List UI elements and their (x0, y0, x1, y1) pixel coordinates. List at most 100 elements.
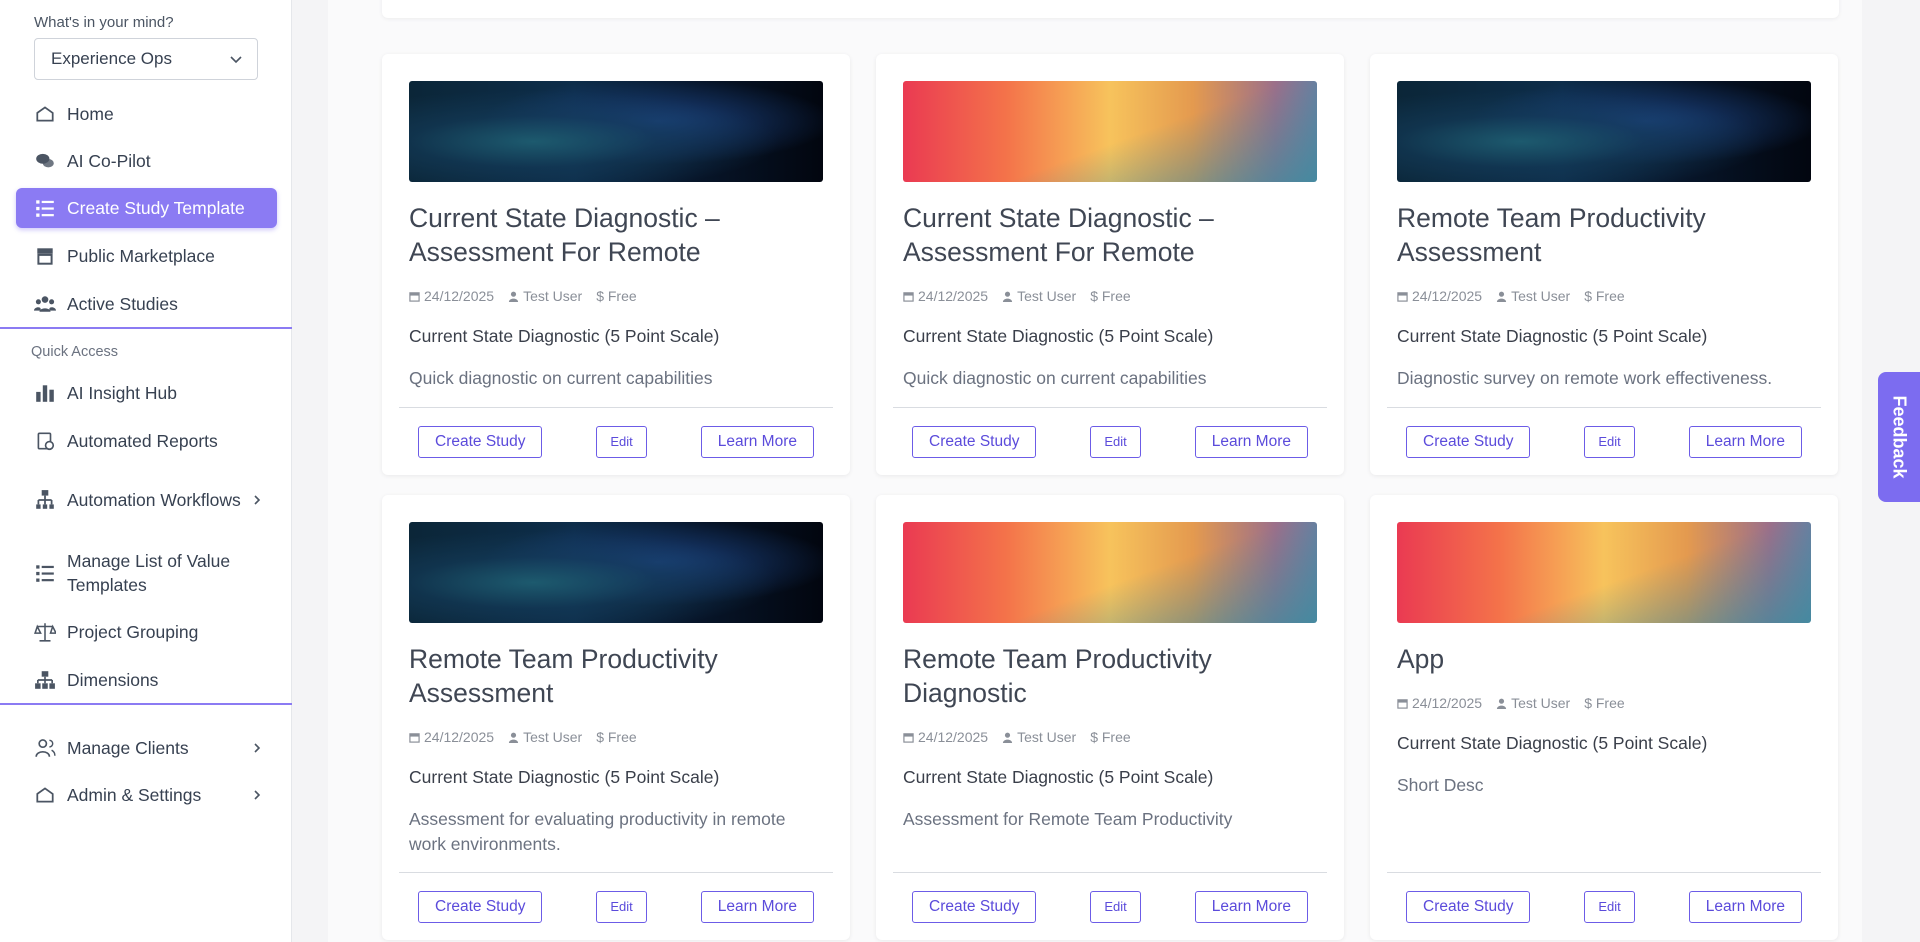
nav-label: Project Grouping (67, 622, 199, 642)
nav-icon (34, 623, 56, 642)
card-description: Assessment for Remote Team Productivity (903, 809, 1233, 829)
workspace-select[interactable]: Experience Ops (34, 38, 258, 80)
section-label: Quick Access (31, 344, 119, 360)
meta-price: $ Free (1090, 728, 1130, 746)
nav-item[interactable]: Dimensions (16, 660, 277, 700)
meta-price: $ Free (1584, 694, 1624, 712)
nav-icon (36, 106, 54, 122)
action-button[interactable]: Edit (1090, 426, 1141, 458)
meta-date: 24/12/2025 (409, 728, 494, 746)
nav-item[interactable]: AI Co-Pilot (16, 141, 277, 181)
meta-price: $ Free (596, 728, 636, 746)
card-title[interactable]: App (1397, 644, 1445, 674)
nav-icon (37, 432, 55, 451)
card-description: Diagnostic survey on remote work effecti… (1397, 368, 1773, 388)
nav-item[interactable]: Project Grouping (16, 612, 277, 652)
action-button[interactable]: Learn More (700, 891, 814, 923)
card-image (1397, 81, 1811, 182)
action-button[interactable]: Learn More (1194, 891, 1308, 923)
template-card: Current State Diagnostic – Assessment Fo… (876, 54, 1344, 475)
card-description: Short Desc (1397, 775, 1484, 795)
meta-price: $ Free (596, 287, 636, 305)
card-description: Quick diagnostic on current capabilities (409, 368, 713, 388)
card-divider (399, 872, 833, 873)
meta-icon (1002, 732, 1013, 743)
nav-item[interactable]: Create Study Template (16, 188, 277, 228)
action-button[interactable]: Create Study (1406, 891, 1531, 923)
nav-label: AI Co-Pilot (67, 151, 151, 171)
nav-label: Manage List of Value Templates (67, 551, 231, 595)
action-button[interactable]: Learn More (1194, 426, 1308, 458)
meta-icon (508, 732, 519, 743)
action-button[interactable]: Create Study (912, 426, 1037, 458)
action-button[interactable]: Create Study (418, 891, 543, 923)
nav-label: Manage Clients (67, 738, 189, 758)
meta-icon (508, 291, 519, 302)
card-image (409, 81, 823, 182)
card-description: Assessment for evaluating productivity i… (409, 809, 786, 854)
meta-text: $ Free (1584, 695, 1625, 711)
action-button[interactable]: Edit (1584, 426, 1635, 458)
card-meta: 24/12/2025 Test User $ Free (1397, 694, 1811, 712)
card-title[interactable]: Remote Team Productivity Assessment (409, 644, 718, 708)
action-button[interactable]: Edit (1584, 891, 1635, 923)
card-actions: Create Study Edit Learn More (1406, 426, 1802, 458)
action-button[interactable]: Edit (596, 891, 647, 923)
nav-item[interactable]: AI Insight Hub (16, 373, 277, 413)
card-actions: Create Study Edit Learn More (912, 891, 1308, 923)
nav-item[interactable]: Manage List of Value Templates (16, 541, 277, 605)
meta-text: $ Free (1090, 729, 1131, 745)
chevron (254, 790, 261, 800)
card-title[interactable]: Current State Diagnostic – Assessment Fo… (903, 203, 1214, 267)
nav-item[interactable]: Admin & Settings (16, 775, 277, 815)
card-actions: Create Study Edit Learn More (912, 426, 1308, 458)
nav-icon (35, 739, 56, 757)
nav-item[interactable]: Home (16, 94, 277, 134)
meta-text: Test User (1017, 729, 1077, 745)
action-button[interactable]: Edit (596, 426, 647, 458)
feedback-tab[interactable]: Feedback (1878, 372, 1920, 502)
meta-author: Test User (1496, 287, 1570, 305)
nav-item[interactable]: Automation Workflows (16, 480, 277, 520)
meta-text: 24/12/2025 (918, 288, 989, 304)
meta-author: Test User (1002, 287, 1076, 305)
meta-text: $ Free (596, 729, 637, 745)
card-image (1397, 522, 1811, 623)
card-title[interactable]: Remote Team Productivity Diagnostic (903, 644, 1212, 708)
nav-item[interactable]: Active Studies (16, 284, 277, 324)
meta-text: 24/12/2025 (1412, 288, 1483, 304)
feedback-label: Feedback (1889, 395, 1910, 479)
nav-item[interactable]: Public Marketplace (16, 236, 277, 276)
meta-text: Test User (1511, 288, 1571, 304)
action-button[interactable]: Create Study (418, 426, 543, 458)
meta-date: 24/12/2025 (903, 287, 988, 305)
action-button[interactable]: Learn More (1688, 891, 1802, 923)
meta-price: $ Free (1090, 287, 1130, 305)
meta-text: Test User (523, 288, 583, 304)
card-scale: Current State Diagnostic (5 Point Scale) (903, 326, 1214, 346)
action-button[interactable]: Learn More (1688, 426, 1802, 458)
card-scale: Current State Diagnostic (5 Point Scale) (409, 326, 720, 346)
action-button[interactable]: Create Study (912, 891, 1037, 923)
nav-label: Automated Reports (67, 431, 218, 451)
nav-icon (34, 296, 56, 312)
meta-icon (903, 291, 914, 302)
template-grid: Current State Diagnostic – Assessment Fo… (382, 54, 1839, 940)
card-actions: Create Study Edit Learn More (418, 891, 814, 923)
meta-icon (1397, 698, 1408, 709)
template-card: Remote Team Productivity Assessment 24/12… (1370, 54, 1838, 475)
nav-item[interactable]: Automated Reports (16, 421, 277, 461)
card-title[interactable]: Remote Team Productivity Assessment (1397, 203, 1706, 267)
card-scale: Current State Diagnostic (5 Point Scale) (1397, 733, 1708, 753)
card-scale: Current State Diagnostic (5 Point Scale) (409, 767, 720, 787)
action-button[interactable]: Learn More (700, 426, 814, 458)
template-card: Current State Diagnostic – Assessment Fo… (382, 54, 850, 475)
card-title[interactable]: Current State Diagnostic – Assessment Fo… (409, 203, 720, 267)
action-button[interactable]: Edit (1090, 891, 1141, 923)
nav-item[interactable]: Manage Clients (16, 728, 277, 768)
card-divider (893, 872, 1327, 873)
workspace-value: Experience Ops (51, 49, 172, 68)
top-card (382, 0, 1839, 18)
action-button[interactable]: Create Study (1406, 426, 1531, 458)
